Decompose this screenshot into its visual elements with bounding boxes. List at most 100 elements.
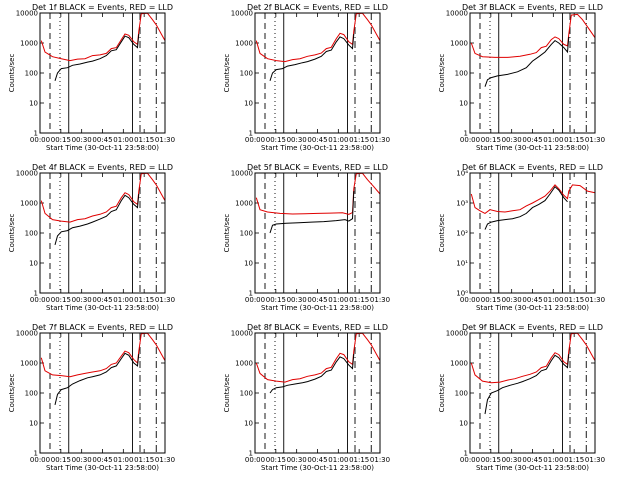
x-tick-label: 01:15	[134, 296, 154, 304]
y-tick-label: 100	[455, 390, 468, 398]
x-axis-label: Start Time (30-Oct-11 23:58:00)	[476, 144, 589, 152]
x-tick-label: 01:15	[349, 456, 369, 464]
x-tick-label: 00:30	[287, 456, 307, 464]
x-tick-label: 00:45	[307, 456, 327, 464]
series-lld	[470, 184, 596, 214]
y-tick-label: 10	[459, 100, 468, 108]
x-tick-label: 00:45	[92, 296, 112, 304]
x-axis-label: Start Time (30-Oct-11 23:58:00)	[46, 464, 159, 472]
series-lld	[255, 172, 381, 215]
x-tick-label: 01:00	[328, 296, 348, 304]
series-events	[269, 353, 355, 394]
x-tick-label: 00:00	[30, 296, 50, 304]
x-tick-label: 00:15	[481, 296, 501, 304]
series-lld	[40, 172, 166, 223]
x-tick-label: 01:30	[370, 456, 390, 464]
y-tick-label: 10	[459, 420, 468, 428]
y-tick-label: 10000	[446, 10, 468, 18]
series-events	[484, 36, 570, 87]
series-lld	[470, 13, 596, 58]
panel-title: Det 4f BLACK = Events, RED = LLD	[32, 163, 173, 172]
y-tick-label: 1	[464, 130, 468, 138]
x-tick-label: 01:00	[543, 296, 563, 304]
x-tick-label: 00:30	[502, 296, 522, 304]
series-events	[484, 185, 568, 230]
y-axis-label: Counts/sec	[8, 374, 16, 413]
x-tick-label: 00:15	[481, 136, 501, 144]
x-tick-label: 00:00	[245, 456, 265, 464]
y-tick-label: 100	[240, 230, 253, 238]
panel-title: Det 2f BLACK = Events, RED = LLD	[247, 3, 388, 12]
x-tick-label: 00:30	[72, 456, 92, 464]
panel-det-1: Det 1f BLACK = Events, RED = LLD 1 10 100 10…	[8, 3, 175, 152]
plot-frame	[469, 332, 596, 454]
panel-title: Det 7f BLACK = Events, RED = LLD	[32, 323, 173, 332]
panel-det-2: Det 2f BLACK = Events, RED = LLD 1 10 100 10…	[223, 3, 390, 152]
series-events	[269, 191, 355, 234]
x-axis-label: Start Time (30-Oct-11 23:58:00)	[261, 304, 374, 312]
x-tick-label: 01:00	[113, 136, 133, 144]
y-tick-label: 10¹	[456, 260, 468, 268]
x-tick-label: 00:15	[51, 296, 71, 304]
x-tick-label: 00:45	[92, 136, 112, 144]
x-tick-label: 01:15	[134, 136, 154, 144]
y-tick-label: 1	[34, 130, 38, 138]
y-tick-label: 1	[249, 130, 253, 138]
x-tick-label: 00:00	[30, 456, 50, 464]
y-tick-label: 10	[244, 420, 253, 428]
series-events	[484, 353, 570, 415]
x-tick-label: 00:15	[266, 456, 286, 464]
x-tick-label: 00:15	[266, 296, 286, 304]
plot-frame	[469, 12, 596, 134]
y-tick-label: 1000	[20, 200, 38, 208]
x-tick-label: 01:00	[113, 296, 133, 304]
x-tick-label: 00:30	[502, 136, 522, 144]
x-axis-label: Start Time (30-Oct-11 23:58:00)	[261, 464, 374, 472]
y-tick-label: 10	[244, 260, 253, 268]
x-tick-label: 01:00	[328, 456, 348, 464]
x-tick-label: 00:15	[51, 136, 71, 144]
panel-title: Det 9f BLACK = Events, RED = LLD	[462, 323, 603, 332]
y-tick-label: 1000	[20, 40, 38, 48]
x-tick-label: 01:15	[564, 136, 584, 144]
panel-det-5: Det 5f BLACK = Events, RED = LLD 1 10 100 10…	[223, 163, 390, 312]
series-events	[269, 33, 355, 81]
y-tick-label: 10	[244, 100, 253, 108]
x-tick-label: 00:45	[307, 136, 327, 144]
y-tick-label: 100	[25, 390, 38, 398]
panel-title: Det 3f BLACK = Events, RED = LLD	[462, 3, 603, 12]
x-tick-label: 01:30	[155, 456, 175, 464]
x-axis-label: Start Time (30-Oct-11 23:58:00)	[476, 464, 589, 472]
x-tick-label: 01:00	[113, 456, 133, 464]
y-tick-label: 1000	[235, 360, 253, 368]
y-tick-label: 100	[455, 70, 468, 78]
y-tick-label: 1	[34, 290, 38, 298]
y-axis-label: Counts/sec	[223, 374, 231, 413]
x-tick-label: 00:00	[460, 296, 480, 304]
plot-frame	[39, 12, 166, 134]
y-tick-label: 1000	[450, 40, 468, 48]
plot-frame	[254, 172, 381, 294]
x-tick-label: 00:30	[502, 456, 522, 464]
plot-frame	[39, 332, 166, 454]
panel-title: Det 1f BLACK = Events, RED = LLD	[32, 3, 173, 12]
y-tick-label: 1	[464, 450, 468, 458]
x-tick-label: 01:15	[349, 136, 369, 144]
x-tick-label: 01:00	[543, 136, 563, 144]
series-events	[54, 352, 140, 406]
y-tick-label: 10⁴	[456, 170, 468, 178]
panel-det-6: Det 6f BLACK = Events, RED = LLD 10⁰ 10¹ 10…	[438, 163, 605, 312]
x-axis-label: Start Time (30-Oct-11 23:58:00)	[261, 144, 374, 152]
x-tick-label: 00:00	[245, 296, 265, 304]
x-tick-label: 00:30	[72, 296, 92, 304]
x-tick-label: 01:30	[585, 296, 605, 304]
x-tick-label: 00:45	[522, 296, 542, 304]
y-tick-label: 10³	[456, 200, 468, 208]
y-tick-label: 100	[25, 70, 38, 78]
x-tick-label: 00:15	[266, 136, 286, 144]
x-tick-label: 00:45	[307, 296, 327, 304]
y-tick-label: 10000	[16, 330, 38, 338]
x-axis-label: Start Time (30-Oct-11 23:58:00)	[46, 144, 159, 152]
plot-frame	[469, 172, 596, 294]
x-tick-label: 00:00	[460, 456, 480, 464]
